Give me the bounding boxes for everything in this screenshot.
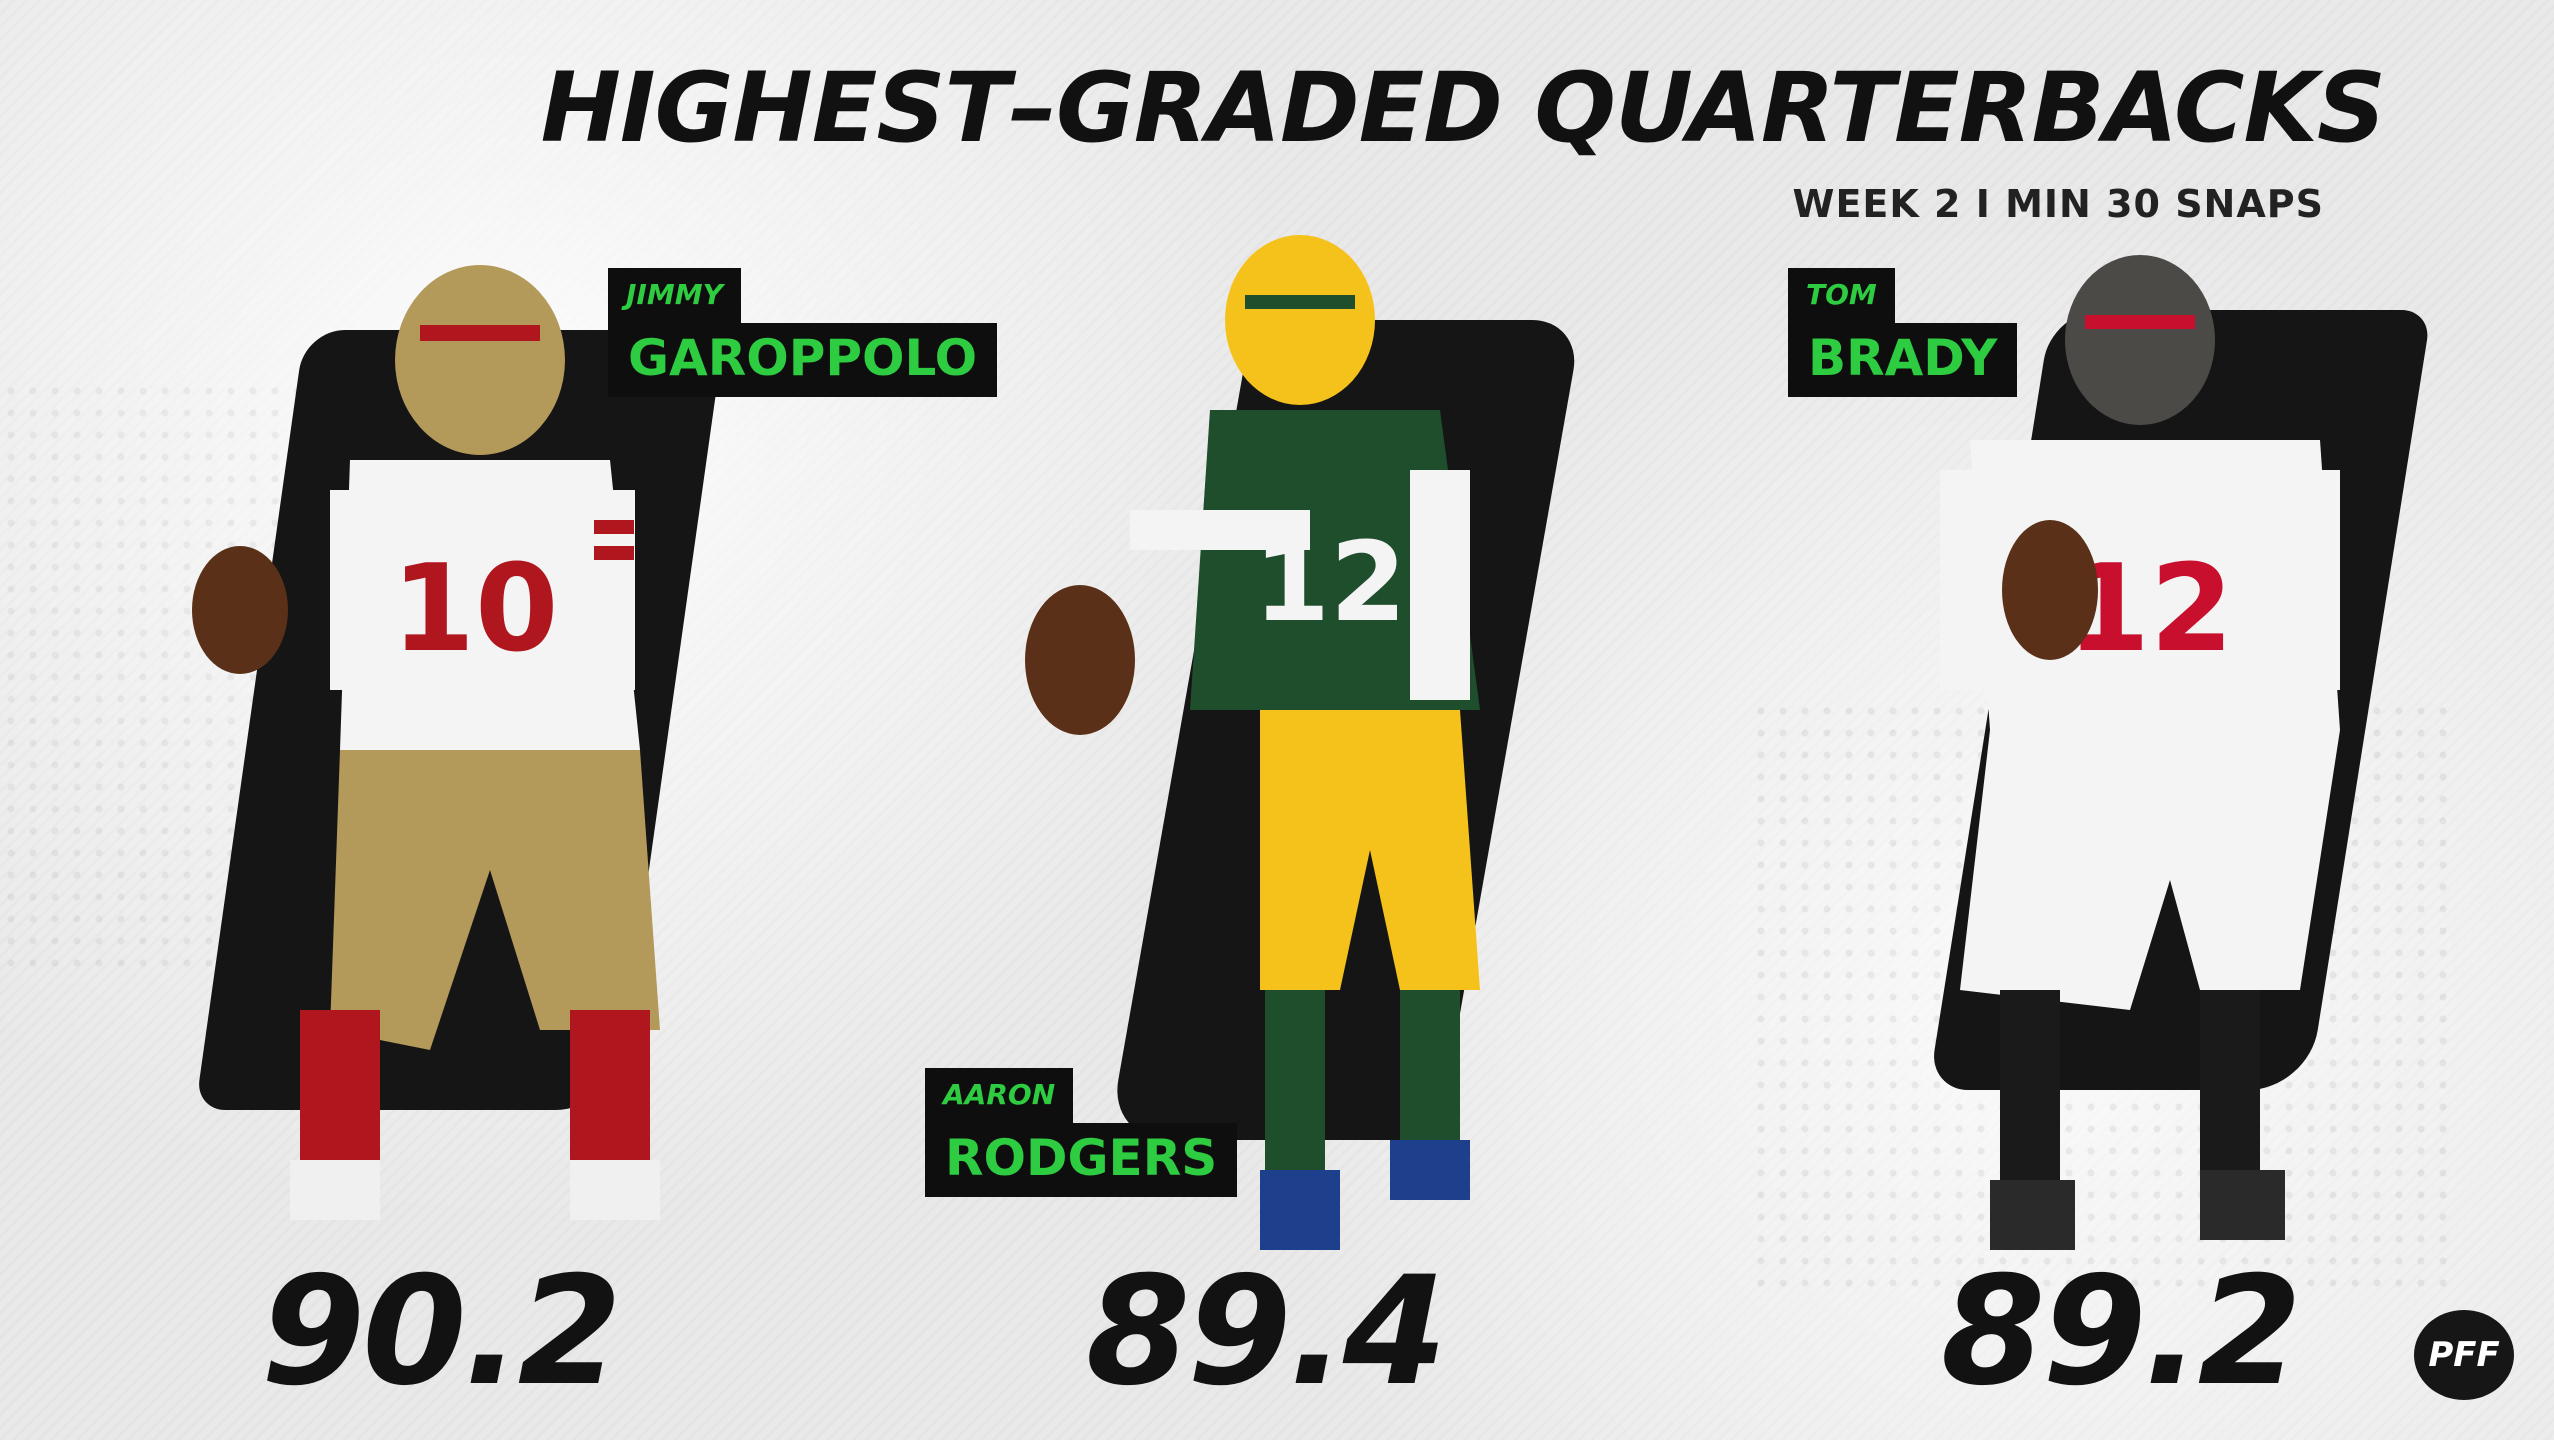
- last-name: BRADY: [1788, 323, 2018, 397]
- grade-garoppolo: 90.2: [260, 1245, 622, 1419]
- page-title: HIGHEST–GRADED QUARTERBACKS: [540, 52, 2386, 164]
- page-subtitle: WEEK 2 I MIN 30 SNAPS: [1792, 182, 2324, 226]
- last-name: GAROPPOLO: [608, 323, 998, 397]
- player-figure-garoppolo: 10: [192, 265, 660, 1220]
- player-figure-rodgers: 12: [1025, 235, 1480, 1250]
- grade-rodgers: 89.4: [1085, 1245, 1447, 1419]
- jersey-number: 10: [392, 540, 559, 679]
- pff-logo: PFF: [2414, 1310, 2514, 1400]
- name-label-brady: TOM BRADY: [1788, 268, 2018, 397]
- player-figure-brady: 12: [1940, 255, 2340, 1250]
- jersey-number: 12: [1253, 518, 1406, 646]
- last-name: RODGERS: [925, 1123, 1238, 1197]
- name-label-rodgers: AARON RODGERS: [925, 1068, 1238, 1197]
- first-name: JIMMY: [608, 268, 741, 323]
- first-name: TOM: [1788, 268, 1895, 323]
- name-label-garoppolo: JIMMY GAROPPOLO: [608, 268, 998, 397]
- grade-brady: 89.2: [1940, 1245, 2302, 1419]
- first-name: AARON: [925, 1068, 1074, 1123]
